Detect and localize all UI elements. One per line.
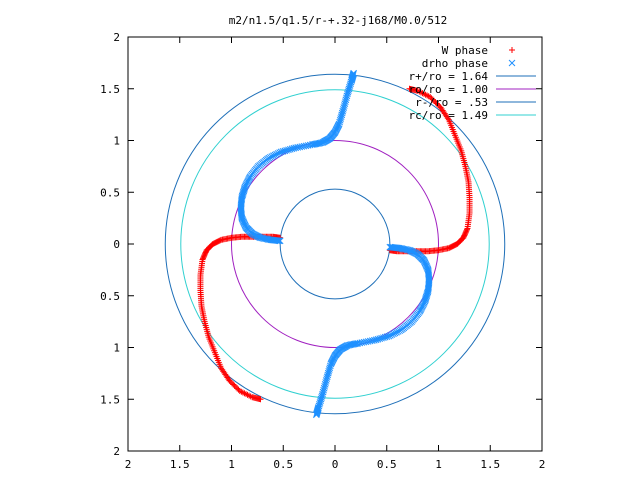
reference-circle xyxy=(279,188,391,300)
drho-phase-point xyxy=(340,104,348,111)
drho-phase-point xyxy=(320,384,328,392)
w-phase-point xyxy=(229,380,236,387)
drho-phase-point xyxy=(320,386,327,394)
w-phase-point xyxy=(230,381,237,388)
chart-title: m2/n1.5/q1.5/r-+.32-j168/M0.0/512 xyxy=(229,14,448,27)
x-tick-label: 1.5 xyxy=(170,458,190,471)
axis-ticks: 2 1.5 1 0.5 0 0.5 1 1.5 221.510.500.511.52 xyxy=(100,31,545,471)
drho-phase-point xyxy=(339,106,347,113)
w-phase-point xyxy=(232,384,239,391)
w-phase-point xyxy=(431,97,438,104)
x-tick-label: 2 xyxy=(125,458,132,471)
drho-phase-point xyxy=(343,94,350,102)
drho-phase-point xyxy=(290,144,298,152)
drho-phase-point xyxy=(340,102,348,109)
reference-circle xyxy=(180,89,490,399)
w-phase-point xyxy=(463,226,470,233)
drho-phase-point xyxy=(341,100,349,107)
y-tick-label: 2 xyxy=(113,445,120,458)
drho-phase-point xyxy=(339,107,347,115)
x-tick-label: 0.5 xyxy=(377,458,397,471)
drho-phase-point xyxy=(372,336,380,344)
w-phase-point xyxy=(231,382,238,389)
x-tick-label: 2 xyxy=(539,458,546,471)
y-tick-label: 2 xyxy=(113,31,120,44)
w-phase-point xyxy=(433,100,440,107)
w-phase-point xyxy=(436,103,443,110)
y-tick-label: 1.5 xyxy=(100,83,120,96)
legend-label: drho phase xyxy=(422,57,488,70)
legend-label: W phase xyxy=(442,44,488,57)
legend-label: rc/ro = 1.49 xyxy=(409,109,488,122)
drho-phase-point xyxy=(323,373,331,381)
w-phase-point xyxy=(227,378,234,385)
legend-label: ro/ro = 1.00 xyxy=(409,83,488,96)
drho-phase-point xyxy=(424,285,432,293)
legend-marker xyxy=(508,59,516,67)
x-tick-label: 0 xyxy=(332,458,339,471)
legend-marker xyxy=(509,47,515,53)
w-phase-point xyxy=(234,385,241,392)
w-phase-point xyxy=(406,85,413,92)
drho-phase-point xyxy=(323,375,331,382)
y-tick-label: 0.5 xyxy=(100,290,120,303)
drho-phase-point xyxy=(341,98,349,106)
w-phase-point xyxy=(257,396,264,403)
drho-phase-point xyxy=(321,381,329,388)
y-tick-label: 1 xyxy=(113,135,120,148)
drho-phase-point xyxy=(313,411,320,419)
w-phase-point xyxy=(429,96,436,103)
w-phase-point xyxy=(200,255,207,262)
w-phase-point xyxy=(434,101,441,108)
y-tick-label: 1 xyxy=(113,342,120,355)
reference-circle xyxy=(231,140,439,348)
drho-phase-point xyxy=(322,377,330,384)
legend-label: r-/ro = .53 xyxy=(415,96,488,109)
w-phase-point xyxy=(432,99,439,106)
y-tick-label: 1.5 xyxy=(100,393,120,406)
drho-phase-point xyxy=(350,69,357,77)
x-tick-label: 1 xyxy=(228,458,235,471)
reference-circle xyxy=(164,73,506,415)
legend-label: r+/ro = 1.64 xyxy=(409,70,489,83)
drho-phase-point xyxy=(342,96,350,104)
y-tick-label: 0.5 xyxy=(100,186,120,199)
x-tick-label: 1.5 xyxy=(480,458,500,471)
drho-phase-point xyxy=(322,379,330,386)
drho-phase-point xyxy=(321,382,329,390)
drho-phase-point xyxy=(238,195,246,203)
data-points xyxy=(197,69,473,419)
x-tick-label: 0.5 xyxy=(273,458,293,471)
x-tick-label: 1 xyxy=(435,458,442,471)
reference-circles xyxy=(164,73,506,415)
w-phase-point xyxy=(437,104,444,111)
y-tick-label: 0 xyxy=(113,238,120,251)
w-phase-point xyxy=(226,377,233,384)
